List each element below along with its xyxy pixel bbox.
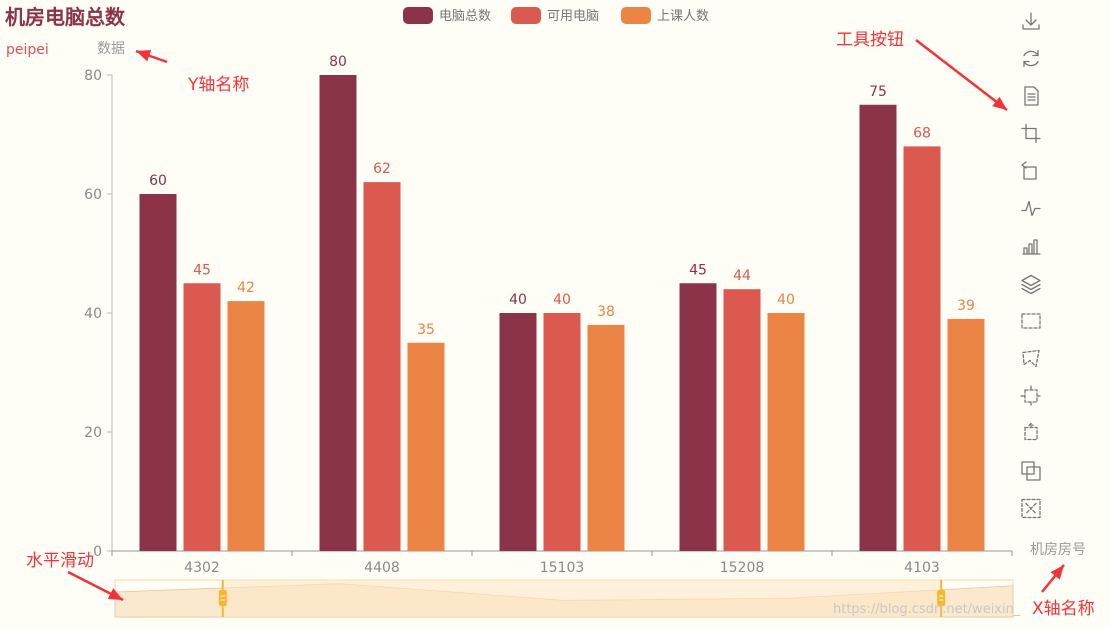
annotation-slider: 水平滑动	[26, 551, 94, 571]
brush-icon[interactable]	[1019, 459, 1043, 483]
y-axis-name: 数据	[97, 41, 125, 57]
chart-subtitle: peipei	[6, 42, 49, 58]
x-tick-label: 4302	[184, 560, 220, 576]
x-axis-name: 机房房号	[1030, 542, 1086, 558]
bar[interactable]	[407, 342, 445, 551]
clear-brush-icon[interactable]	[1019, 497, 1043, 521]
bar-labels: 60 45 42 80 62 35 40 40 38 45 44 40 75 68 39	[149, 54, 975, 338]
bar-value-label: 75	[869, 84, 887, 100]
bar[interactable]	[139, 194, 177, 551]
watermark: https://blog.csdn.net/weixin_	[833, 602, 1021, 617]
slider-handle-right[interactable]	[937, 580, 946, 617]
rect-select-icon[interactable]	[1019, 309, 1043, 333]
bar[interactable]	[859, 104, 897, 551]
bar[interactable]	[319, 75, 357, 551]
datazoom-slider[interactable]	[114, 579, 1014, 618]
bar[interactable]	[587, 324, 625, 551]
bar[interactable]	[679, 283, 717, 551]
bar[interactable]	[903, 146, 941, 551]
bar-value-label: 44	[733, 268, 751, 284]
download-icon[interactable]	[1019, 9, 1043, 33]
polygon-select-icon[interactable]	[1019, 347, 1043, 371]
legend-swatch	[511, 7, 541, 24]
bar-value-label: 68	[913, 125, 931, 141]
bar[interactable]	[363, 182, 401, 551]
toolbox[interactable]	[1019, 9, 1043, 521]
bar-value-label: 38	[597, 304, 615, 320]
bar[interactable]	[227, 301, 265, 551]
bar-value-label: 40	[553, 292, 571, 308]
bar-value-label: 40	[777, 292, 795, 308]
legend-item[interactable]: 电脑总数	[403, 7, 491, 24]
bar[interactable]	[767, 313, 805, 551]
legend-label: 可用电脑	[547, 9, 599, 24]
annotation-tools: 工具按钮	[836, 30, 904, 50]
y-tick-label: 20	[84, 425, 102, 441]
refresh-icon[interactable]	[1019, 47, 1043, 71]
bar-value-label: 39	[957, 298, 975, 314]
annotations: Y轴名称 工具按钮 水平滑动 X轴名称	[26, 30, 1095, 619]
annotation-x-name: X轴名称	[1032, 599, 1095, 619]
arrow-head	[1050, 565, 1064, 580]
keep-select-icon[interactable]	[1019, 384, 1043, 408]
bar-value-label: 40	[509, 292, 527, 308]
arrow-head	[107, 588, 123, 600]
y-tick-label: 40	[84, 306, 102, 322]
bar[interactable]	[543, 313, 581, 551]
x-tick-label: 15208	[720, 560, 765, 576]
bar-chart-icon[interactable]	[1019, 234, 1043, 258]
stack-icon[interactable]	[1019, 272, 1043, 296]
x-tick-label: 4408	[364, 560, 400, 576]
legend-item[interactable]: 可用电脑	[511, 7, 599, 24]
bar-value-label: 42	[237, 280, 255, 296]
y-tick-label: 80	[84, 68, 102, 84]
legend-label: 电脑总数	[439, 9, 491, 24]
slider-selected-range[interactable]	[222, 580, 942, 617]
annotation-arrows	[67, 39, 1065, 602]
bar-value-label: 80	[329, 54, 347, 70]
legend-item[interactable]: 上课人数	[621, 7, 709, 24]
bar-value-label: 60	[149, 173, 167, 189]
bar[interactable]	[183, 283, 221, 551]
bar-value-label: 45	[193, 262, 211, 278]
zoom-icon[interactable]	[1019, 122, 1043, 146]
y-tick-label: 60	[84, 187, 102, 203]
y-tick-label: 0	[93, 544, 102, 560]
arrow-head	[992, 96, 1007, 110]
x-tick-label: 15103	[540, 560, 585, 576]
annotation-y-name: Y轴名称	[187, 75, 249, 95]
data-view-icon[interactable]	[1019, 84, 1043, 108]
legend-swatch	[621, 7, 651, 24]
x-tick-label: 4103	[904, 560, 940, 576]
bar[interactable]	[499, 313, 537, 551]
chart-title: 机房电脑总数	[5, 5, 126, 29]
arrow-head	[136, 50, 152, 62]
line-chart-icon[interactable]	[1019, 197, 1043, 221]
clear-select-icon[interactable]	[1019, 422, 1043, 446]
bar[interactable]	[723, 289, 761, 551]
arrow-line	[915, 39, 1008, 111]
zoom-reset-icon[interactable]	[1019, 159, 1043, 183]
bar-value-label: 35	[417, 322, 435, 338]
legend-swatch	[403, 7, 433, 24]
bar-value-label: 45	[689, 262, 707, 278]
bars[interactable]	[139, 75, 985, 551]
legend[interactable]: 电脑总数 可用电脑 上课人数	[403, 7, 709, 24]
slider-handle-left[interactable]	[218, 580, 227, 617]
bar-value-label: 62	[373, 161, 391, 177]
bar[interactable]	[947, 318, 985, 551]
legend-label: 上课人数	[657, 9, 709, 24]
